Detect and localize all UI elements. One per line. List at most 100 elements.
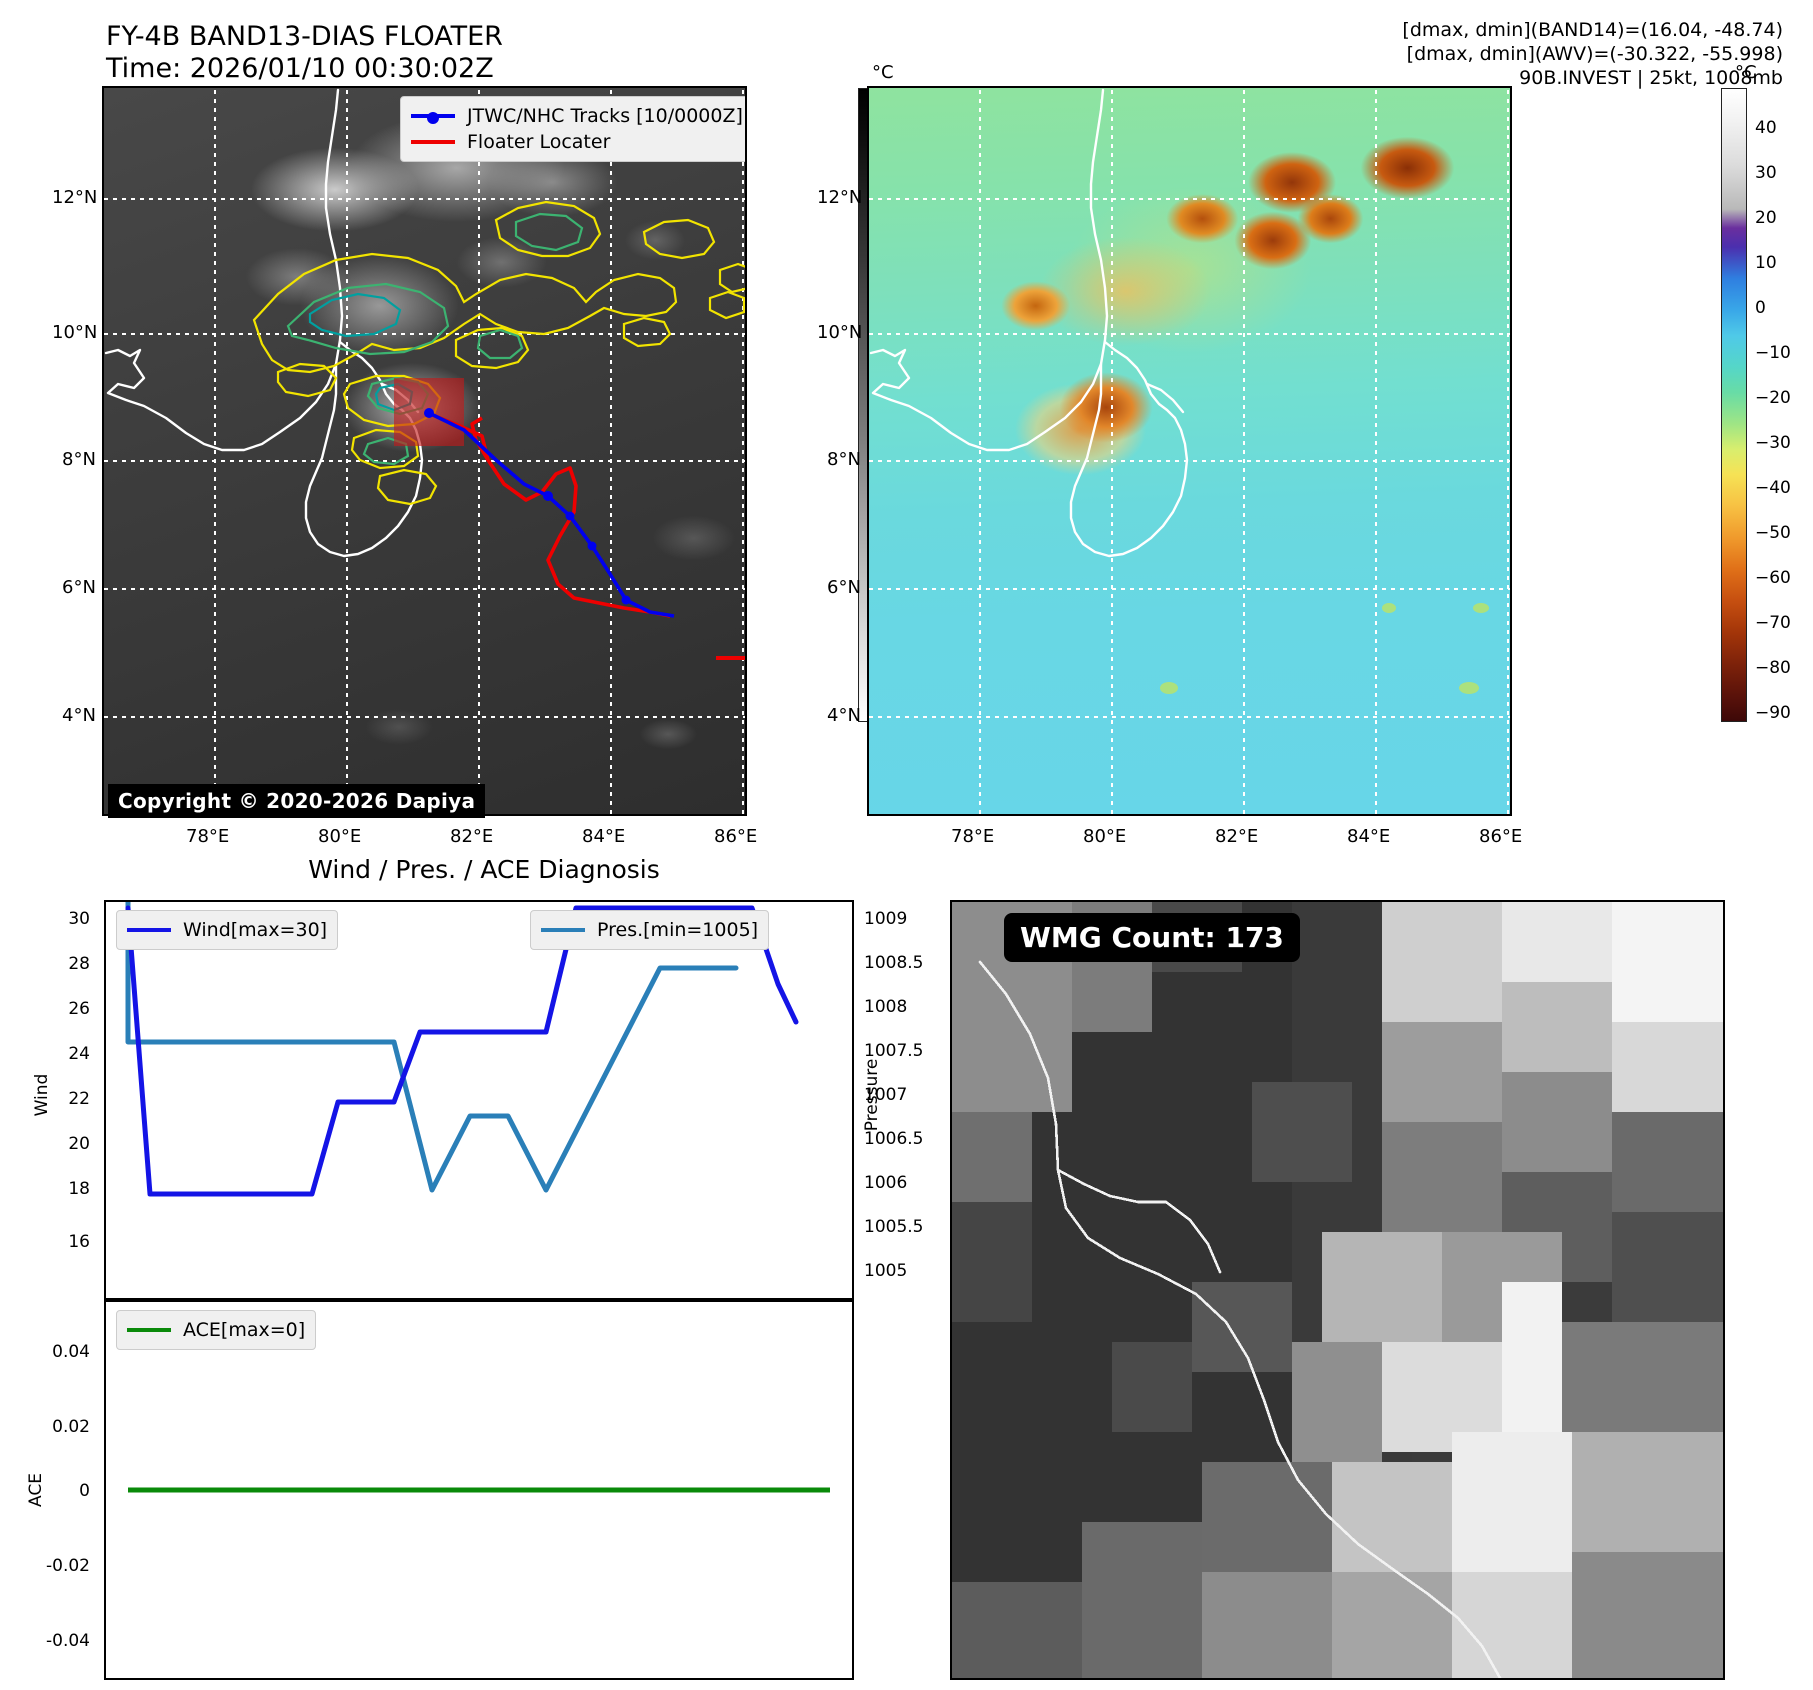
wv-ytick-10n: 10°N — [817, 322, 863, 343]
ir-satellite-map[interactable]: JTWC/NHC Tracks [10/0000Z] Floater Locat… — [102, 86, 747, 816]
wv-cbtick-20: 20 — [1755, 208, 1777, 228]
wv-xtick-82e: 82°E — [1215, 826, 1259, 847]
wv-cbtick-m20: −20 — [1755, 388, 1791, 408]
wmg-imagery — [952, 902, 1723, 1678]
ir-gridline-lon-78 — [214, 88, 216, 814]
pres-ytick-10075: 1007.5 — [864, 1041, 924, 1061]
wv-ytick-8n: 8°N — [827, 449, 861, 470]
wind-legend: Wind[max=30] — [116, 910, 339, 950]
ir-xtick-86e: 86°E — [714, 826, 758, 847]
ir-gridline-lat-6 — [104, 588, 745, 590]
wv-gridline-lat-8 — [869, 460, 1510, 462]
ace-swatch — [127, 1328, 171, 1332]
wv-cbtick-10: 10 — [1755, 253, 1777, 273]
ir-ytick-4n: 4°N — [62, 705, 96, 726]
wv-gridline-lon-78 — [979, 88, 981, 814]
wv-cbtick-m90: −90 — [1755, 703, 1791, 723]
wmg-count-badge: WMG Count: 173 — [1004, 913, 1300, 962]
wv-gridline-lat-4 — [869, 716, 1510, 718]
wind-pressure-chart[interactable]: Wind[max=30] Pres.[min=1005] — [104, 900, 854, 1300]
jtwc-track-swatch — [411, 112, 455, 124]
wv-ytick-12n: 12°N — [817, 187, 863, 208]
floater-track-line — [429, 412, 671, 618]
meta-awv: [dmax, dmin](AWV)=(-30.322, -55.998) — [1406, 43, 1783, 65]
ir-gridline-lon-86 — [742, 88, 744, 814]
pres-ytick-1009: 1009 — [864, 909, 908, 929]
page-title: FY-4B BAND13-DIAS FLOATER — [106, 21, 503, 52]
ir-ytick-6n: 6°N — [62, 577, 96, 598]
legend-label-floater: Floater Locater — [467, 131, 611, 153]
wind-ytick-22: 22 — [68, 1089, 90, 1109]
ir-overlays — [104, 88, 745, 660]
pres-ytick-10065: 1006.5 — [864, 1129, 924, 1149]
wv-cbtick-m30: −30 — [1755, 433, 1791, 453]
wv-xtick-80e: 80°E — [1083, 826, 1127, 847]
pressure-legend: Pres.[min=1005] — [530, 910, 770, 950]
floater-track-hook — [470, 416, 490, 461]
wmg-map[interactable] — [950, 900, 1725, 1680]
pres-ytick-1008: 1008 — [864, 997, 908, 1017]
wv-cbtick-m60: −60 — [1755, 568, 1791, 588]
pressure-series-line — [125, 902, 739, 1193]
wv-ytick-6n: 6°N — [827, 577, 861, 598]
ir-xtick-80e: 80°E — [318, 826, 362, 847]
wv-xtick-84e: 84°E — [1347, 826, 1391, 847]
floater-locater-swatch — [411, 140, 455, 144]
wind-ytick-30: 30 — [68, 909, 90, 929]
wv-gridline-lon-86 — [1507, 88, 1509, 814]
wind-ytick-28: 28 — [68, 954, 90, 974]
legend-label-jtwc: JTWC/NHC Tracks [10/0000Z] — [467, 105, 743, 127]
wv-gridline-lat-6 — [869, 588, 1510, 590]
jtwc-track-line — [428, 411, 675, 618]
ir-xtick-82e: 82°E — [450, 826, 494, 847]
legend-label-wind: Wind[max=30] — [183, 919, 328, 941]
wv-cbtick-m70: −70 — [1755, 613, 1791, 633]
wv-xtick-86e: 86°E — [1479, 826, 1523, 847]
meta-storm-id: 90B.INVEST | 25kt, 1008mb — [1519, 67, 1783, 89]
ir-gridline-lon-80 — [346, 88, 348, 814]
wv-cbtick-m40: −40 — [1755, 478, 1791, 498]
wind-ytick-20: 20 — [68, 1134, 90, 1154]
wind-ytick-26: 26 — [68, 999, 90, 1019]
legend-row-wind: Wind[max=30] — [127, 917, 327, 943]
copyright-badge: Copyright © 2020-2026 Dapiya — [108, 784, 486, 818]
legend-row-jtwc: JTWC/NHC Tracks [10/0000Z] — [411, 103, 743, 129]
wv-cbtick-m10: −10 — [1755, 343, 1791, 363]
wmg-coastline-path — [978, 960, 1502, 1678]
ir-gridline-lat-8 — [104, 460, 745, 462]
ir-gridline-lon-84 — [610, 88, 612, 814]
ace-chart[interactable]: ACE[max=0] — [104, 1300, 854, 1680]
legend-row-pressure: Pres.[min=1005] — [541, 917, 758, 943]
wv-gridline-lat-12 — [869, 198, 1510, 200]
ir-gridline-lat-10 — [104, 333, 745, 335]
ir-ytick-8n: 8°N — [62, 449, 96, 470]
pressure-swatch — [541, 928, 585, 932]
water-vapor-map[interactable] — [867, 86, 1512, 816]
ace-ytick-004: 0.04 — [52, 1342, 90, 1362]
pres-ytick-10055: 1005.5 — [864, 1217, 924, 1237]
ir-xtick-78e: 78°E — [186, 826, 230, 847]
ir-xtick-84e: 84°E — [582, 826, 626, 847]
coastline-path — [104, 88, 424, 558]
wind-ytick-16: 16 — [68, 1232, 90, 1252]
ace-ytick-m004: -0.04 — [46, 1631, 90, 1651]
contour-yellow — [252, 200, 745, 506]
diagnosis-title: Wind / Pres. / ACE Diagnosis — [308, 855, 660, 884]
pres-ytick-1007: 1007 — [864, 1085, 908, 1105]
wv-gridline-lon-80 — [1111, 88, 1113, 814]
wind-swatch — [127, 928, 171, 932]
ir-ytick-10n: 10°N — [52, 322, 98, 343]
ace-ytick-m002: -0.02 — [46, 1556, 90, 1576]
legend-row-floater: Floater Locater — [411, 129, 743, 155]
ir-gridline-lat-4 — [104, 716, 745, 718]
wv-gridline-lat-10 — [869, 333, 1510, 335]
wv-gridline-lon-84 — [1375, 88, 1377, 814]
wind-ytick-24: 24 — [68, 1044, 90, 1064]
wv-gridline-lon-82 — [1243, 88, 1245, 814]
ir-imagery — [104, 88, 745, 814]
wv-cbtick-0: 0 — [1755, 298, 1766, 318]
wv-colorbar — [1721, 88, 1747, 722]
ace-ytick-002: 0.02 — [52, 1417, 90, 1437]
wv-cbtick-m80: −80 — [1755, 658, 1791, 678]
